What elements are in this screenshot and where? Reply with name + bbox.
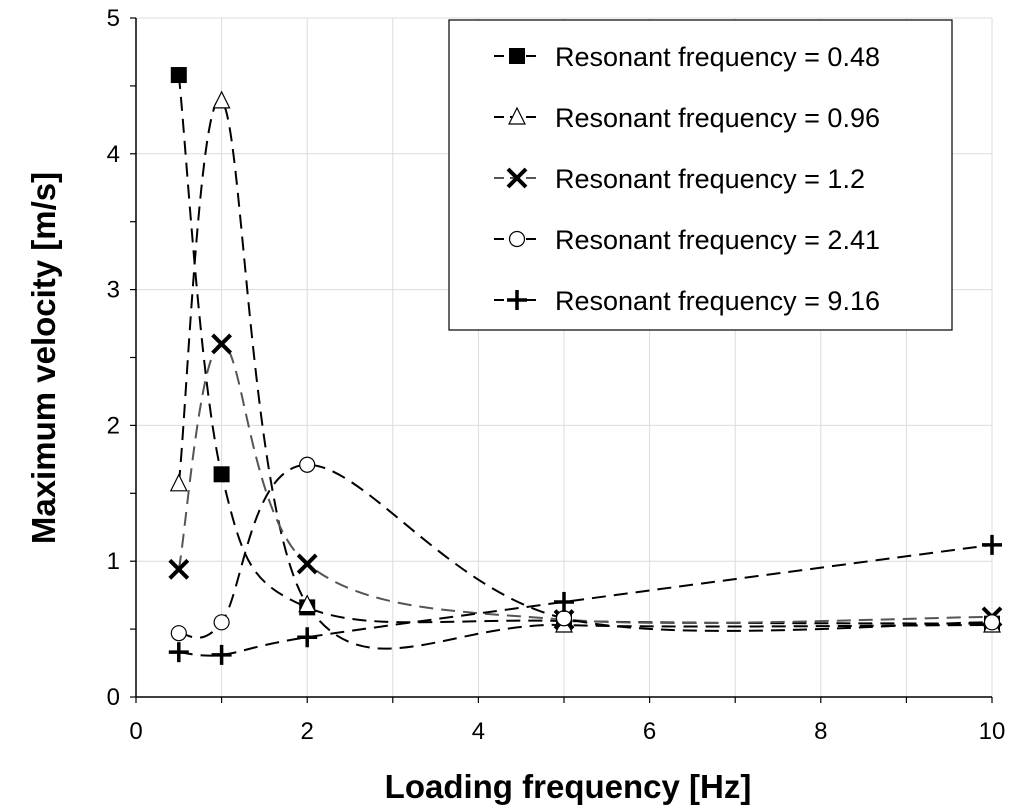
series-line-5 (178, 543, 993, 657)
legend-entry: Resonant frequency = 9.16 (494, 286, 880, 316)
y-tick-label: 5 (107, 5, 120, 32)
data-point-series-1 (213, 466, 230, 483)
data-point-series-4 (299, 456, 316, 473)
x-tick-label: 10 (979, 718, 1006, 745)
data-point-series-3 (168, 558, 190, 580)
data-point-series-4 (213, 614, 230, 631)
data-point-series-2 (212, 90, 231, 109)
legend-label: Resonant frequency = 0.96 (555, 103, 880, 133)
data-point-series-4 (983, 614, 1001, 631)
data-point-series-1 (170, 67, 187, 84)
legend-marker (506, 167, 528, 189)
data-point-series-5 (297, 627, 318, 648)
x-tick-label: 0 (129, 718, 142, 745)
legend-entry: Resonant frequency = 2.41 (494, 225, 880, 255)
x-tick-label: 8 (814, 718, 827, 745)
y-tick-label: 3 (107, 277, 120, 304)
data-point-series-5 (982, 534, 1002, 555)
legend-entry: Resonant frequency = 0.96 (494, 103, 880, 133)
data-point-series-2 (298, 594, 317, 613)
x-tick-label: 4 (472, 718, 485, 745)
axes (130, 17, 993, 703)
data-point-series-3 (296, 553, 318, 575)
y-tick-label: 4 (107, 141, 120, 168)
x-axis-title: Loading frequency [Hz] (385, 768, 752, 805)
legend-entry: Resonant frequency = 1.2 (494, 164, 865, 194)
series-line-2 (177, 99, 993, 650)
legend-label: Resonant frequency = 1.2 (555, 164, 865, 194)
legend-marker (508, 106, 526, 125)
tick-labels: 0 2 4 6 8 10 0 1 2 3 4 5 (107, 5, 1006, 745)
legend-label: Resonant frequency = 9.16 (555, 286, 880, 316)
legend: Resonant frequency = 0.48 Resonant freque… (448, 19, 953, 331)
data-point-series-4 (555, 610, 573, 627)
y-tick-label: 1 (107, 548, 120, 575)
legend-box (448, 19, 953, 331)
legend-marker (508, 230, 526, 248)
data-point-series-5 (168, 642, 189, 663)
data-point-series-2 (169, 473, 188, 492)
legend-label: Resonant frequency = 2.41 (555, 225, 880, 255)
y-tick-label: 0 (107, 684, 120, 711)
legend-entry: Resonant frequency = 0.48 (494, 42, 880, 72)
legend-marker (507, 290, 527, 310)
data-point-series-5 (211, 644, 232, 665)
y-tick-label: 2 (107, 412, 120, 439)
x-tick-label: 6 (643, 718, 656, 745)
data-point-series-4 (170, 625, 187, 642)
series-markers (168, 67, 1003, 665)
y-axis-title: Maximum velocity [m/s] (25, 172, 62, 544)
x-tick-label: 2 (301, 718, 314, 745)
series-line-3 (177, 342, 993, 624)
data-point-series-5 (554, 591, 574, 612)
legend-label: Resonant frequency = 0.48 (555, 42, 880, 72)
legend-marker (509, 48, 525, 64)
data-point-series-3 (211, 333, 233, 355)
